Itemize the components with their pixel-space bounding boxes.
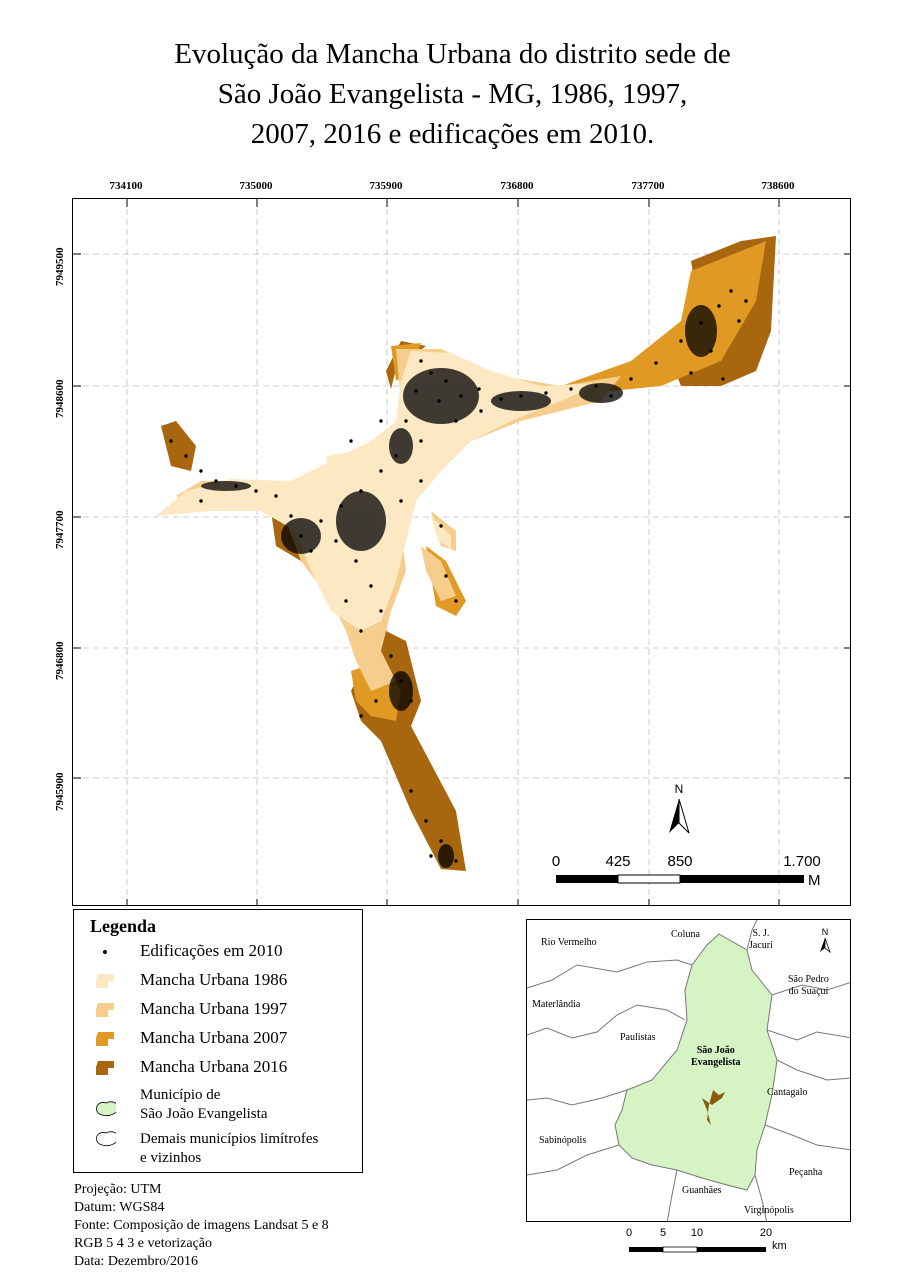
y-tick-label: 7946800 (54, 641, 66, 681)
legend-label: Município de São João Evangelista (140, 1086, 267, 1124)
label-pecanha: Peçanha (789, 1167, 823, 1178)
main-map-svg: N 0 425 850 1.700 M (73, 199, 850, 905)
x-tick-label: 737700 (631, 180, 665, 192)
sao-pedro-line-1: São Pedro (788, 974, 829, 985)
datum: Datum: WGS84 (74, 1200, 165, 1215)
swatch-1986 (96, 974, 114, 988)
x-tick-label: 735000 (239, 180, 273, 192)
legend-label: Demais municípios limítrofes e vizinhos (140, 1130, 318, 1168)
legend-panel: Legenda Edificações em 2010 Mancha Urban… (73, 909, 363, 1173)
frame-ticks (73, 199, 850, 905)
label-sao-pedro: São Pedro do Suaçuí (788, 974, 829, 998)
title-line-3: 2007, 2016 e edificações em 2010. (250, 118, 655, 150)
edificacoes-points (169, 289, 748, 863)
inset-scale-label: 5 (659, 1227, 667, 1239)
fonte: Fonte: Composição de imagens Landsat 5 e… (74, 1218, 329, 1233)
sje-line-1: São João (696, 1045, 735, 1056)
dot-icon (103, 950, 107, 954)
demais-municipios-swatch (96, 1131, 116, 1147)
legend-label: Mancha Urbana 2016 (140, 1057, 288, 1076)
municipio-swatch (96, 1101, 116, 1117)
x-tick-label: 735900 (369, 180, 403, 192)
y-tick-label: 7947700 (54, 510, 66, 550)
scale-unit: M (808, 872, 821, 889)
inset-map: N Rio Vermelho Coluna S. J. Jacuri São P… (526, 919, 851, 1222)
swatch-2007 (96, 1032, 114, 1046)
inset-scale-label: 0 (625, 1227, 633, 1239)
data: Data: Dezembro/2016 (74, 1254, 199, 1269)
legend-label: Mancha Urbana 1986 (140, 970, 288, 989)
label-sabinopolis: Sabinópolis (539, 1135, 587, 1146)
inset-scale-label: 10 (690, 1227, 704, 1239)
label-paulistas: Paulistas (620, 1032, 656, 1043)
map-metadata: Projeção: UTM Datum: WGS84 Fonte: Compos… (74, 1181, 329, 1271)
map-title: Evolução da Mancha Urbana do distrito se… (0, 34, 905, 154)
scale-label: 1.700 (783, 853, 821, 870)
inset-scale-label: 20 (759, 1227, 773, 1239)
main-map: N 0 425 850 1.700 M (72, 198, 851, 906)
label-rio-vermelho: Rio Vermelho (541, 937, 597, 948)
inset-north-label: N (822, 927, 829, 937)
x-tick-label: 734100 (109, 180, 143, 192)
y-tick-label: 7945900 (54, 772, 66, 812)
sje-line-2: Evangelista (691, 1057, 741, 1068)
projecao: Projeção: UTM (74, 1182, 162, 1197)
legend-label: Mancha Urbana 1997 (140, 999, 288, 1018)
scale-bar (556, 874, 804, 884)
label-sao-joao-evangelista: São João Evangelista (691, 1045, 740, 1069)
municipio-line-1: Município de (140, 1087, 221, 1103)
map-grid (73, 199, 850, 905)
legend-title: Legenda (90, 916, 157, 936)
north-label: N (675, 782, 684, 796)
demais-line-2: e vizinhos (140, 1150, 202, 1166)
legend-label: Mancha Urbana 2007 (140, 1028, 288, 1047)
x-tick-label: 736800 (500, 180, 534, 192)
title-line-1: Evolução da Mancha Urbana do distrito se… (174, 38, 731, 70)
label-guanhaes: Guanhães (682, 1185, 722, 1196)
demais-line-1: Demais municípios limítrofes (140, 1131, 319, 1147)
sj-jacuri-line-2: Jacuri (749, 940, 773, 951)
swatch-1997 (96, 1003, 114, 1017)
title-line-2: São João Evangelista - MG, 1986, 1997, (217, 78, 688, 110)
sj-jacuri-line-1: S. J. (752, 928, 770, 939)
label-cantagalo: Cantagalo (767, 1087, 808, 1098)
neighbor-boundaries (527, 920, 850, 1221)
scale-label: 850 (667, 853, 692, 870)
edificacoes-clusters (201, 305, 717, 868)
inset-map-svg: N (527, 920, 850, 1221)
municipio-line-2: São João Evangelista (140, 1106, 268, 1122)
sao-pedro-line-2: do Suaçuí (788, 986, 829, 997)
legend-label: Edificações em 2010 (140, 941, 283, 960)
rgb: RGB 5 4 3 e vetorização (74, 1236, 213, 1251)
north-arrow-icon (669, 798, 690, 834)
swatch-2016 (96, 1061, 114, 1075)
label-virginopolis: Virginópolis (744, 1205, 794, 1216)
label-sj-jacuri: S. J. Jacuri (749, 928, 773, 952)
inset-north-arrow-icon (820, 937, 831, 954)
label-coluna: Coluna (671, 929, 700, 940)
mancha-1986 (156, 351, 601, 631)
label-materlandia: Materlândia (532, 999, 581, 1010)
scale-label: 0 (552, 853, 560, 870)
inset-scale-bar (629, 1246, 766, 1253)
y-tick-label: 7949500 (54, 247, 66, 287)
urban-area-shape (702, 1090, 725, 1125)
inset-scale-unit: km (772, 1240, 787, 1252)
x-tick-label: 738600 (761, 180, 795, 192)
y-tick-label: 7948600 (54, 379, 66, 419)
scale-label: 425 (605, 853, 630, 870)
